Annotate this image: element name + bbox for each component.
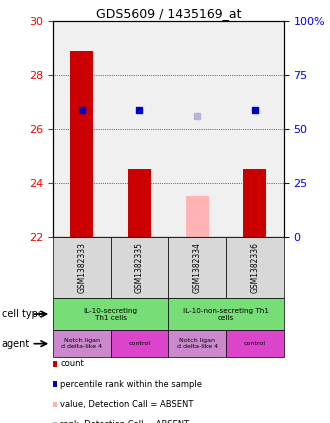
Text: IL-10-non-secreting Th1
cells: IL-10-non-secreting Th1 cells	[183, 308, 269, 321]
Text: GSM1382333: GSM1382333	[77, 242, 86, 293]
Text: rank, Detection Call = ABSENT: rank, Detection Call = ABSENT	[60, 420, 189, 423]
Bar	[70, 51, 93, 237]
Text: value, Detection Call = ABSENT: value, Detection Call = ABSENT	[60, 400, 194, 409]
Title: GDS5609 / 1435169_at: GDS5609 / 1435169_at	[96, 7, 241, 20]
Text: GSM1382335: GSM1382335	[135, 242, 144, 293]
Text: IL-10-secreting
Th1 cells: IL-10-secreting Th1 cells	[83, 308, 138, 321]
Text: cell type: cell type	[2, 309, 44, 319]
Bar	[244, 170, 267, 237]
Text: Notch ligan
d delta-like 4: Notch ligan d delta-like 4	[61, 338, 102, 349]
Text: control: control	[128, 341, 150, 346]
Text: Notch ligan
d delta-like 4: Notch ligan d delta-like 4	[177, 338, 218, 349]
Text: control: control	[244, 341, 266, 346]
Bar	[185, 196, 209, 237]
Bar	[128, 170, 151, 237]
Text: GSM1382334: GSM1382334	[193, 242, 202, 293]
Text: GSM1382336: GSM1382336	[250, 242, 259, 293]
Text: agent: agent	[2, 339, 30, 349]
Text: percentile rank within the sample: percentile rank within the sample	[60, 379, 202, 389]
Text: count: count	[60, 359, 84, 368]
